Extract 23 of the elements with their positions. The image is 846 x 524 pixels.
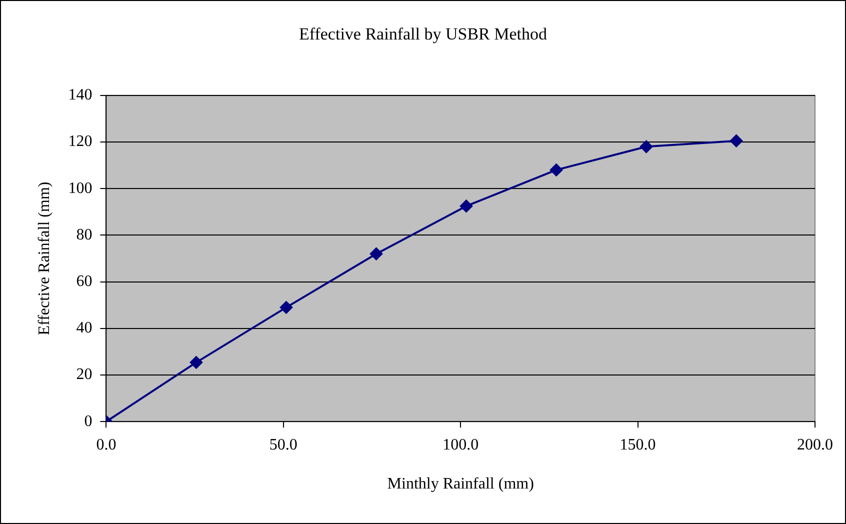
y-tick-label: 60 — [76, 273, 92, 290]
y-tick-label: 80 — [76, 226, 92, 244]
y-tick-label: 140 — [68, 86, 92, 104]
x-tick-label: 0.0 — [96, 436, 116, 454]
point — [550, 163, 563, 176]
y-tick-label: 40 — [76, 320, 92, 337]
x-tick-label: 200.0 — [797, 436, 833, 454]
point — [460, 200, 473, 213]
point — [370, 247, 383, 260]
x-tick-label: 50.0 — [269, 436, 298, 454]
x-axis-title: Minthly Rainfall (mm) — [387, 476, 534, 493]
y-tick-label: 100 — [68, 180, 92, 197]
point — [190, 356, 203, 369]
y-tick-label: 120 — [68, 133, 92, 150]
point — [280, 300, 293, 314]
x-tick-label: 150.0 — [620, 436, 656, 454]
y-tick-label: 0 — [84, 412, 92, 430]
point — [640, 140, 653, 154]
y-axis-title: Effective Rainfall (mm) — [36, 182, 53, 336]
y-tick-label: 20 — [76, 366, 92, 384]
x-tick-label: 100.0 — [442, 436, 479, 454]
chart-title: Effective Rainfall by USBR Method — [298, 24, 548, 44]
point — [730, 134, 743, 148]
